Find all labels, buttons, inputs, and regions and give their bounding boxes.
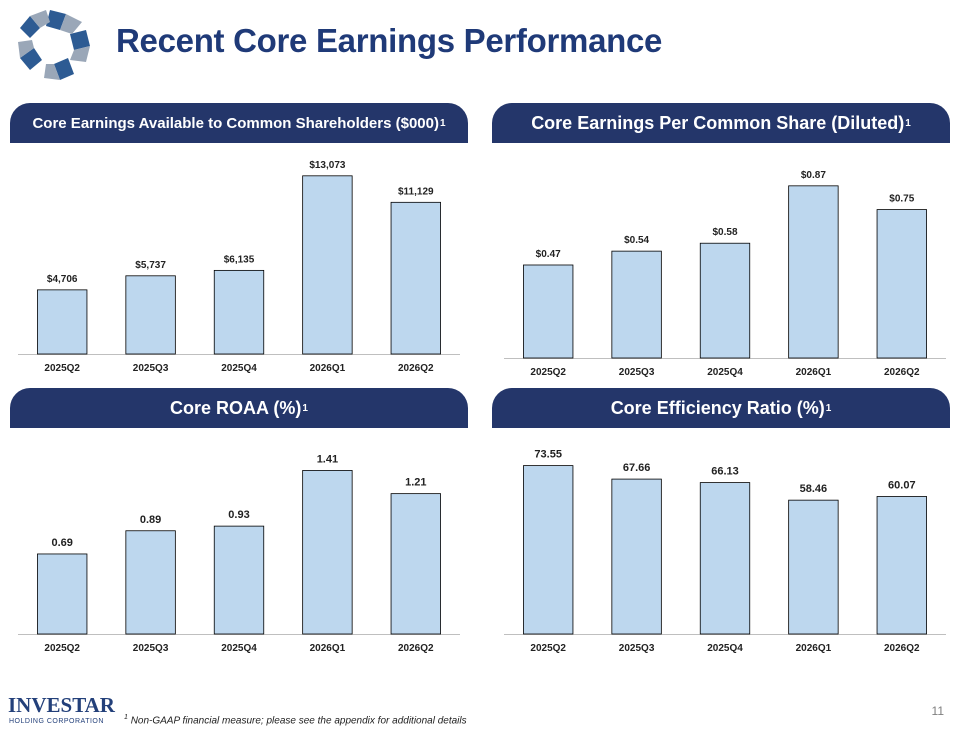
data-label: 1.21 (405, 477, 426, 489)
footnote-marker: 1 (124, 714, 128, 721)
bar (302, 470, 353, 635)
x-tick-label: 2026Q1 (310, 643, 346, 654)
panel-title: Core ROAA (%) (170, 397, 302, 418)
data-label: $13,073 (309, 160, 346, 171)
x-tick-label: 2026Q1 (796, 367, 832, 378)
footnote-text: Non-GAAP financial measure; please see t… (130, 715, 467, 727)
data-label: 0.89 (140, 514, 161, 526)
bar (125, 275, 176, 355)
bar (390, 201, 441, 355)
footnote-marker: 1 (905, 117, 911, 129)
panel-title: Core Efficiency Ratio (%) (610, 397, 825, 418)
footnote-marker: 1 (439, 117, 446, 129)
bar (876, 496, 927, 635)
company-logo-icon (18, 10, 90, 80)
bar (611, 478, 662, 635)
x-tick-label: 2025Q2 (530, 367, 566, 378)
x-tick-label: 2025Q2 (44, 363, 80, 374)
panel-header-efficiency: Core Efficiency Ratio (%) 1 (492, 388, 950, 428)
x-tick-label: 2025Q3 (133, 363, 169, 374)
bar (213, 269, 265, 355)
data-label: 66.13 (711, 466, 739, 478)
bar (611, 250, 662, 359)
data-label: $0.54 (624, 235, 649, 246)
x-tick-label: 2026Q2 (884, 367, 920, 378)
core-earnings-bar-chart: $4,706 2025Q2 $5,737 2025Q3 $6,135 2025Q4 $13,… (18, 160, 460, 374)
investar-logo-icon: INVESTAR HOLDING CORPORATION (8, 693, 116, 725)
panel-header-eps: Core Earnings Per Common Share (Diluted)… (492, 103, 950, 143)
logo-subtitle: HOLDING CORPORATION (9, 718, 104, 725)
x-tick-label: 2026Q2 (398, 363, 434, 374)
bar (788, 499, 839, 635)
x-tick-label: 2026Q1 (310, 363, 346, 374)
footnote: 1 Non-GAAP financial measure; please see… (124, 714, 467, 726)
data-label: $0.87 (801, 170, 826, 181)
footnote-marker: 1 (825, 402, 832, 414)
panel-title: Core Earnings Per Common Share (Diluted) (531, 112, 905, 133)
footnote-marker: 1 (302, 402, 308, 414)
x-tick-label: 2026Q1 (796, 643, 832, 654)
eps-bar-chart: $0.47 2025Q2 $0.54 2025Q3 $0.58 2025Q4 $0.87 20… (504, 170, 946, 378)
bar (876, 209, 927, 359)
panel-header-core-earnings: Core Earnings Available to Common Shareh… (10, 103, 468, 143)
x-tick-label: 2025Q3 (619, 367, 655, 378)
data-label: 0.69 (51, 537, 72, 549)
panel-header-roaa: Core ROAA (%) 1 (10, 388, 468, 428)
efficiency-ratio-bar-chart: 73.55 2025Q2 67.66 2025Q3 66.13 2025Q4 58.46 20… (504, 449, 946, 654)
data-label: $5,737 (135, 260, 166, 271)
x-tick-label: 2026Q2 (398, 643, 434, 654)
x-tick-label: 2025Q2 (44, 643, 80, 654)
data-label: 1.41 (317, 453, 338, 465)
bar (699, 482, 751, 635)
data-label: $11,129 (398, 186, 434, 197)
data-label: $0.75 (889, 194, 914, 205)
x-tick-label: 2025Q2 (530, 643, 566, 654)
data-label: $0.58 (712, 227, 737, 238)
data-label: $4,706 (47, 274, 78, 285)
x-tick-label: 2025Q3 (133, 643, 169, 654)
page-number: 11 (931, 704, 944, 718)
x-tick-label: 2025Q3 (619, 643, 655, 654)
x-tick-label: 2025Q4 (707, 367, 743, 378)
logo-name: INVESTAR (8, 693, 116, 717)
panel-title: Core Earnings Available to Common Shareh… (32, 114, 439, 132)
bar (37, 553, 88, 635)
x-tick-label: 2026Q2 (884, 643, 920, 654)
data-label: $6,135 (224, 254, 255, 265)
data-label: 58.46 (800, 483, 828, 495)
roaa-bar-chart: 0.69 2025Q2 0.89 2025Q3 0.93 2025Q4 1.41 2026Q1… (18, 453, 460, 654)
bar (523, 264, 574, 359)
x-tick-label: 2025Q4 (221, 643, 257, 654)
bar (302, 175, 353, 355)
x-tick-label: 2025Q4 (221, 363, 257, 374)
bar (788, 185, 839, 359)
bar (125, 530, 176, 635)
x-tick-label: 2025Q4 (707, 643, 743, 654)
data-label: $0.47 (536, 249, 561, 260)
data-label: 60.07 (888, 479, 916, 491)
data-label: 73.55 (534, 449, 562, 461)
data-label: 67.66 (623, 462, 651, 474)
bar (390, 493, 441, 635)
bar (37, 289, 88, 355)
slide-title: Recent Core Earnings Performance (116, 22, 663, 59)
bar (699, 242, 751, 359)
bar (213, 525, 265, 635)
data-label: 0.93 (228, 509, 249, 521)
bar (523, 465, 574, 635)
